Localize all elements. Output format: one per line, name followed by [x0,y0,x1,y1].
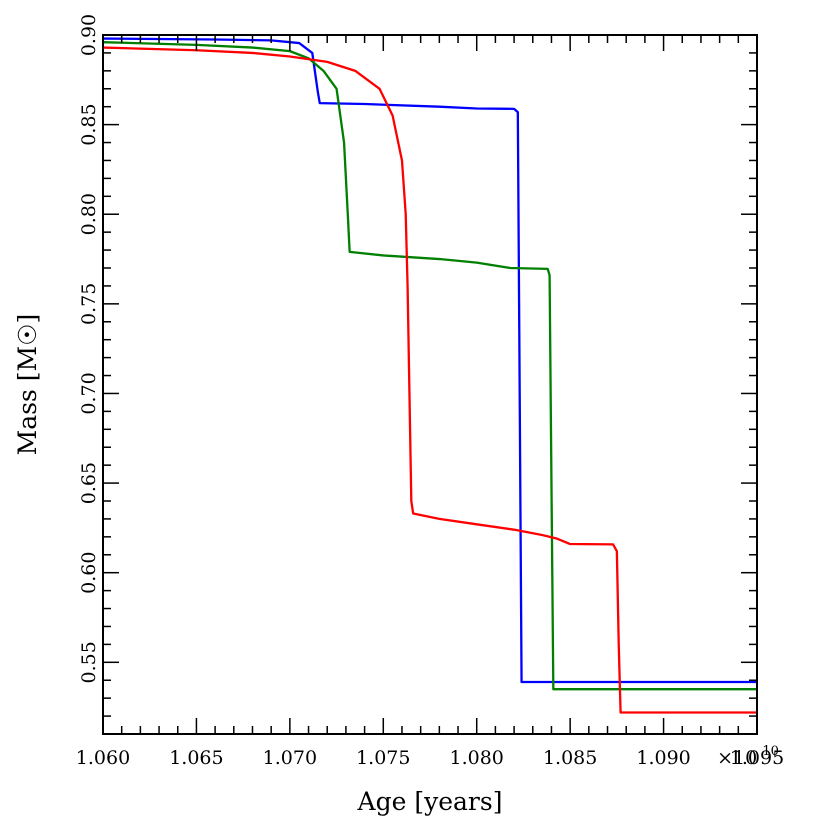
x-tick-label: 1.085 [543,747,597,769]
y-axis: 0.55 0.60 0.65 0.70 0.75 0.80 0.85 0.90 [78,14,757,735]
series-line-3 [103,46,757,714]
y-tick-label: 0.65 [78,462,100,504]
series-line-2 [103,41,757,691]
y-tick-label: 0.80 [78,193,100,235]
plot-frame [102,34,758,735]
x-tick-label: 1.075 [356,747,410,769]
multiplier-exponent: 10 [762,744,779,759]
y-tick-label: 0.55 [78,641,100,683]
x-axis-label: Age [years] [357,787,503,816]
y-tick-label: 0.85 [78,103,100,145]
x-tick-label: 1.090 [636,747,690,769]
series-layer [103,37,757,714]
multiplier-base: ×10 [717,747,757,769]
x-tick-label: 1.080 [450,747,504,769]
x-tick-label: 1.065 [169,747,223,769]
series-line-1 [103,37,757,684]
x-tick-label: 1.060 [76,747,130,769]
x-axis: 1.060 1.065 1.070 1.075 1.080 1.085 1.090 1.095 [76,35,784,769]
y-axis-label: Mass [M☉] [13,314,42,456]
x-tick-label: 1.070 [263,747,317,769]
y-tick-label: 0.75 [78,283,100,325]
y-tick-label: 0.70 [78,372,100,414]
x-tick-label: 1.095 [730,747,784,769]
x-axis-multiplier: ×10 10 [717,744,779,769]
y-tick-label: 0.90 [78,14,100,56]
y-tick-label: 0.60 [78,552,100,594]
